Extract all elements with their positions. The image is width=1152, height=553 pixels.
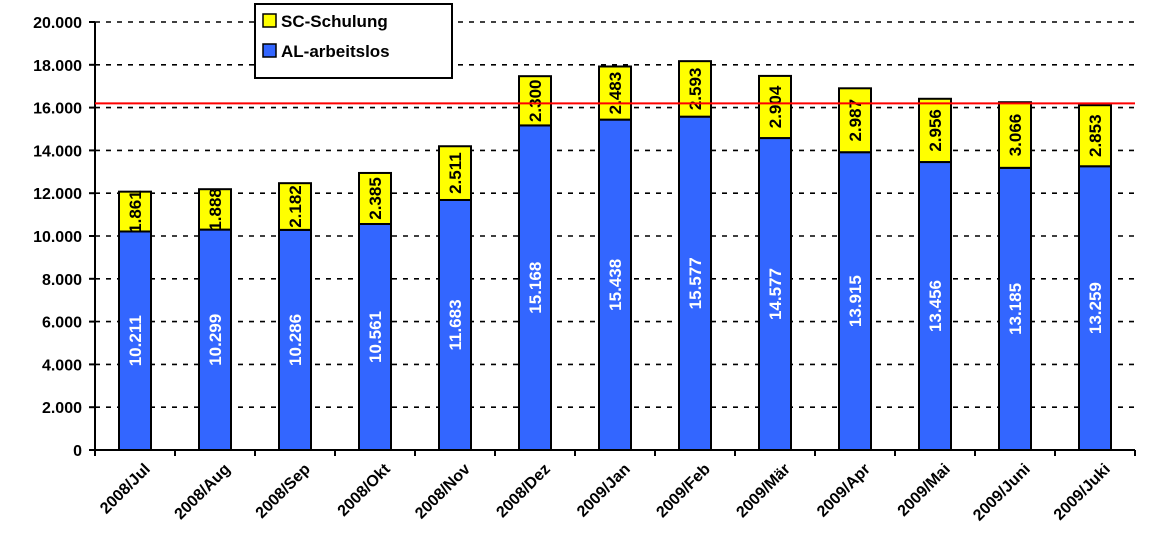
bar-sc-schulung (1078, 104, 1112, 168)
data-label-sc-schulung: 2.511 (446, 152, 465, 194)
x-tick-label: 2008/Okt (335, 460, 395, 520)
data-label-al-arbeitslos: 10.211 (126, 315, 145, 366)
bar-sc-schulung (118, 190, 152, 233)
data-label-sc-schulung: 3.066 (1006, 114, 1025, 157)
y-tick-label: 2.000 (42, 400, 82, 417)
bar-sc-schulung (438, 145, 472, 201)
x-tick-label: 2008/Jul (97, 461, 154, 518)
x-tick-label: 2009/Juki (1051, 461, 1114, 524)
legend: SC-Schulung AL-arbeitslos (254, 3, 453, 79)
bar-sc-schulung (358, 171, 392, 225)
x-axis: 2008/Jul 2008/Aug 2008/Sep 2008/Okt 2008/Nov… (94, 449, 1136, 525)
data-label-sc-schulung: 1.861 (126, 190, 145, 233)
x-tick-label: 2008/Sep (253, 461, 314, 522)
bar-sc-schulung (838, 87, 872, 154)
data-label-al-arbeitslos: 15.168 (526, 262, 545, 314)
bar-al-arbeitslos (918, 161, 952, 451)
bar-al-arbeitslos (118, 230, 152, 451)
bar-sc-schulung (758, 74, 792, 140)
data-label-sc-schulung: 2.904 (766, 85, 785, 128)
data-label-al-arbeitslos: 13.185 (1006, 283, 1025, 335)
data-label-al-arbeitslos: 10.561 (366, 311, 385, 363)
data-label-sc-schulung: 2.853 (1086, 114, 1105, 157)
data-label-sc-schulung: 2.385 (366, 177, 385, 220)
data-label-al-arbeitslos: 13.915 (846, 275, 865, 327)
y-tick-label: 18.000 (33, 58, 82, 75)
data-label-sc-schulung: 2.593 (686, 68, 705, 111)
bar-al-arbeitslos (438, 198, 472, 451)
data-label-al-arbeitslos: 13.259 (1086, 282, 1105, 334)
data-label-al-arbeitslos: 15.438 (606, 259, 625, 311)
legend-label-al-arbeitslos: AL-arbeitslos (281, 42, 390, 61)
data-label-al-arbeitslos: 11.683 (446, 299, 465, 350)
x-tick-label: 2009/Mai (895, 461, 954, 520)
data-label-al-arbeitslos: 10.286 (286, 314, 305, 366)
bars: 10.211 1.861 10.299 1.888 10.286 2.182 10.561 2… (118, 60, 1112, 452)
data-label-al-arbeitslos: 13.456 (926, 280, 945, 332)
bar-al-arbeitslos (518, 124, 552, 452)
x-tick-label: 2009/Mär (733, 461, 793, 521)
data-label-sc-schulung: 2.956 (926, 109, 945, 152)
y-tick-label: 20.000 (33, 15, 82, 32)
x-tick-label: 2009/Feb (653, 461, 714, 522)
y-tick-label: 8.000 (42, 272, 82, 289)
x-tick-label: 2008/Nov (412, 461, 474, 523)
bar-sc-schulung (598, 65, 632, 121)
data-label-sc-schulung: 2.483 (606, 72, 625, 115)
x-tick-label: 2009/Apr (814, 461, 874, 521)
legend-label-sc-schulung: SC-Schulung (281, 12, 388, 31)
data-label-sc-schulung: 2.300 (526, 80, 545, 123)
legend-swatch-al-arbeitslos (262, 43, 277, 58)
y-tick-label: 6.000 (42, 315, 82, 332)
data-label-sc-schulung: 2.182 (286, 185, 305, 228)
legend-swatch-sc-schulung (262, 13, 277, 28)
bar-al-arbeitslos (838, 151, 872, 451)
y-tick-label: 14.000 (33, 143, 82, 160)
bar-sc-schulung (998, 101, 1032, 169)
y-tick-label: 10.000 (33, 229, 82, 246)
bar-al-arbeitslos (678, 115, 712, 452)
data-label-al-arbeitslos: 10.299 (206, 314, 225, 366)
y-tick-label: 4.000 (42, 357, 82, 374)
data-label-al-arbeitslos: 15.577 (686, 257, 705, 309)
data-label-al-arbeitslos: 14.577 (766, 268, 785, 320)
bar-sc-schulung (678, 60, 712, 118)
bar-sc-schulung (518, 75, 552, 127)
bar-al-arbeitslos (998, 166, 1032, 451)
data-label-sc-schulung: 2.987 (846, 99, 865, 142)
y-tick-label: 0 (73, 443, 82, 460)
bar-al-arbeitslos (1078, 165, 1112, 452)
x-tick-label: 2009/Jan (574, 461, 634, 521)
bar-sc-schulung (918, 97, 952, 164)
x-tick-label: 2009/Juni (970, 461, 1034, 525)
bar-sc-schulung (278, 182, 312, 231)
bar-al-arbeitslos (198, 228, 232, 451)
y-tick-label: 12.000 (33, 186, 82, 203)
y-tick-label: 16.000 (33, 101, 82, 118)
legend-box (254, 3, 453, 79)
bar-sc-schulung (198, 188, 232, 231)
data-label-sc-schulung: 1.888 (206, 188, 225, 231)
x-tick-label: 2008/Dez (493, 461, 553, 521)
x-tick-label: 2008/Aug (172, 461, 234, 523)
y-axis: 0 2.000 4.000 6.000 8.000 10.000 12.000 14.000 1… (33, 15, 96, 460)
